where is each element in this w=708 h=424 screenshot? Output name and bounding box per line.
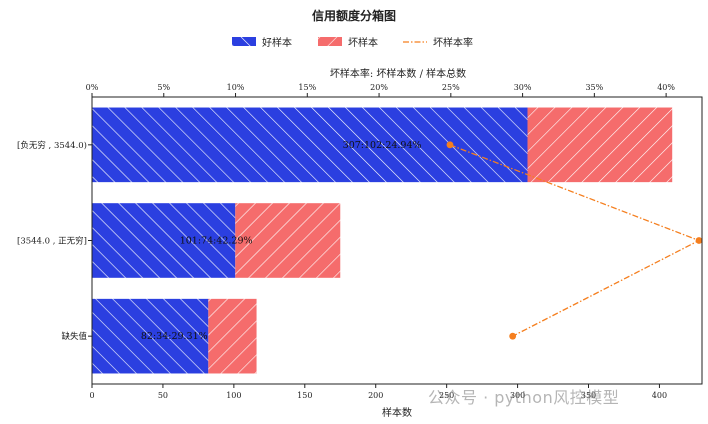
legend-label-good: 好样本: [262, 36, 292, 49]
secondary-x-tick-label: 35%: [585, 83, 603, 92]
secondary-x-tick-label: 20%: [370, 83, 388, 92]
x-tick-label: 250: [439, 391, 454, 400]
x-tick-label: 400: [652, 391, 667, 400]
bar-value-label: 307:102:24.94%: [343, 140, 422, 151]
secondary-x-tick-label: 25%: [442, 83, 460, 92]
secondary-x-tick-label: 15%: [298, 83, 316, 92]
bar-good: [92, 203, 236, 278]
legend-swatch-good: [232, 37, 256, 46]
legend-swatch-bad: [318, 37, 342, 46]
bar-good: [92, 298, 209, 374]
category-label: [负无穷 , 3544.0): [17, 140, 87, 151]
x-tick-label: 50: [158, 391, 168, 400]
x-tick-label: 350: [581, 391, 596, 400]
bar-bad: [235, 203, 341, 278]
x-tick-label: 0: [89, 391, 94, 400]
watermark: 公众号 · python风控模型: [428, 388, 620, 407]
legend-label-rate: 坏样本率: [433, 36, 473, 49]
x-tick-label: 200: [368, 391, 383, 400]
bar-bad: [208, 298, 257, 374]
secondary-x-tick-label: 30%: [514, 83, 532, 92]
bar-value-label: 101:74:42.29%: [180, 236, 253, 247]
secondary-x-tick-label: 0%: [86, 83, 99, 92]
secondary-x-tick-label: 40%: [657, 83, 675, 92]
x-tick-label: 300: [510, 391, 525, 400]
category-label: 缺失值: [61, 331, 87, 342]
bad-rate-point: [695, 237, 703, 244]
secondary-x-tick-label: 5%: [157, 83, 170, 92]
legend: 好样本 坏样本 坏样本率: [232, 36, 473, 49]
plot-area: [负无穷 , 3544.0) [3544.0 , 正无穷] 缺失值 307:102:2…: [17, 83, 703, 400]
category-label: [3544.0 , 正无穷]: [17, 236, 87, 247]
secondary-x-tick-label: 10%: [227, 83, 245, 92]
bad-rate-point: [446, 141, 454, 149]
bar-good: [92, 107, 528, 183]
plot-frame: [91, 96, 703, 385]
x-tick-label: 100: [226, 391, 241, 400]
x-tick-label: 150: [297, 391, 312, 400]
bar-value-label: 82:34:29.31%: [141, 331, 208, 342]
legend-label-bad: 坏样本: [348, 36, 378, 49]
bar-bad: [527, 107, 673, 183]
bad-rate-point: [509, 332, 517, 340]
x-axis-label: 样本数: [382, 406, 412, 419]
secondary-x-axis-label: 坏样本率: 坏样本数 / 样本总数: [330, 67, 466, 80]
chart-title: 信用额度分箱图: [312, 8, 396, 23]
